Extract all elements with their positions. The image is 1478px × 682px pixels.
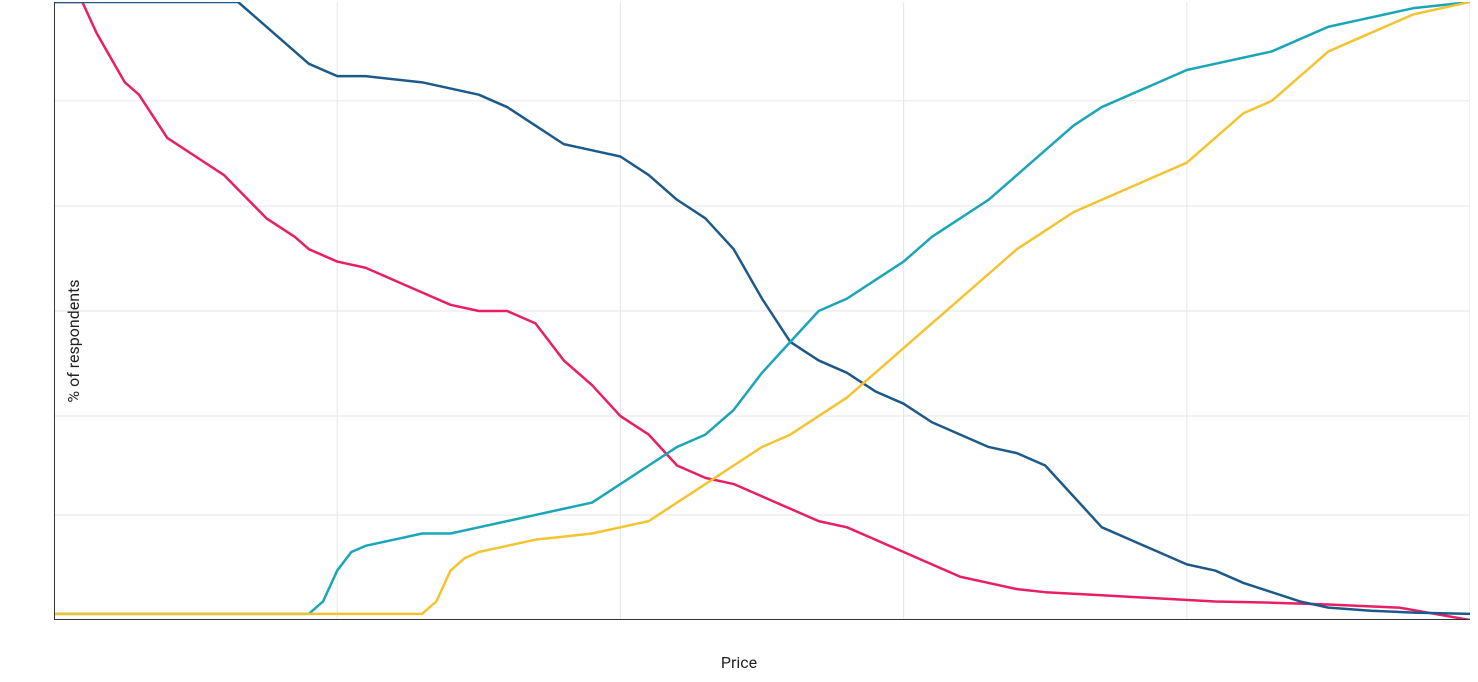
chart-container: % of respondents Price [0, 0, 1478, 682]
series-too_expensive [54, 2, 1470, 614]
series-cheap [54, 2, 1470, 614]
x-axis-label: Price [721, 653, 757, 672]
plot-area [54, 2, 1470, 620]
series-expensive [54, 2, 1470, 614]
chart-svg [54, 2, 1470, 620]
